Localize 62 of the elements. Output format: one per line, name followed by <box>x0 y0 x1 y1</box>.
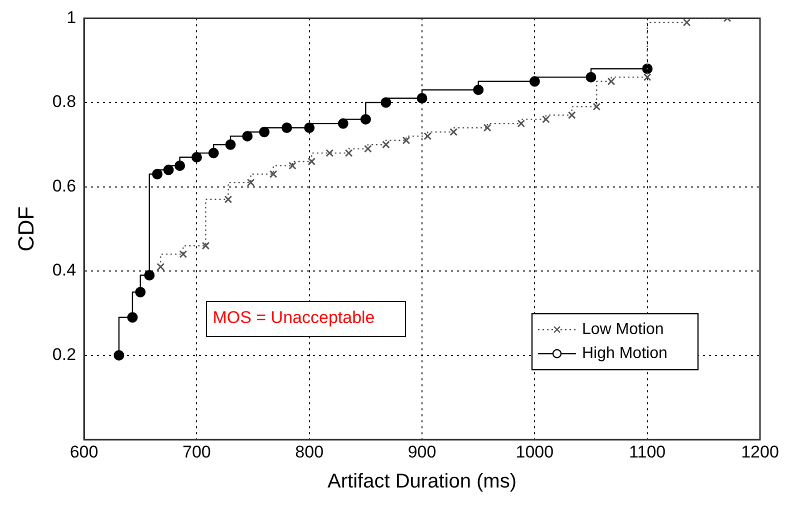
point <box>208 148 219 158</box>
x-tick-label: 800 <box>295 442 324 462</box>
x-tick-label: 1100 <box>629 442 666 462</box>
legend-label: High Motion <box>582 345 668 362</box>
point <box>152 168 163 180</box>
point <box>592 102 601 111</box>
point <box>144 270 155 281</box>
point <box>450 128 458 136</box>
point <box>607 77 616 86</box>
point <box>338 118 348 129</box>
point <box>191 152 202 163</box>
x-tick-label: 900 <box>408 442 436 462</box>
point <box>202 242 210 250</box>
point <box>246 178 255 186</box>
y-tick-label: 1 <box>66 8 76 27</box>
point <box>380 97 392 108</box>
point <box>643 73 652 82</box>
x-tick-label: 1200 <box>741 442 779 462</box>
x-axis-title: Artifact Duration (ms) <box>328 470 516 493</box>
point <box>402 136 410 144</box>
point <box>269 170 278 178</box>
point <box>382 140 390 149</box>
point <box>174 160 186 171</box>
y-tick-label: 0.2 <box>52 345 76 364</box>
point <box>416 93 428 104</box>
point <box>127 312 138 323</box>
point <box>326 149 334 157</box>
annotation: MOS = Unacceptable <box>206 300 406 337</box>
point <box>364 144 372 153</box>
y-tick-label: 0.4 <box>52 260 76 280</box>
point <box>163 164 174 176</box>
point <box>360 114 371 125</box>
point <box>225 139 236 150</box>
point <box>483 124 492 132</box>
point <box>586 72 596 82</box>
legend-label: Low Motion <box>582 321 664 338</box>
point <box>156 262 165 271</box>
point <box>308 158 316 166</box>
point <box>642 64 653 74</box>
point <box>242 130 253 142</box>
point <box>288 162 296 170</box>
x-tick-label: 700 <box>182 442 211 462</box>
point <box>529 76 540 87</box>
point <box>179 250 188 258</box>
point <box>224 195 232 204</box>
point <box>568 111 576 120</box>
point <box>542 115 550 124</box>
point <box>114 350 124 361</box>
point <box>424 132 432 140</box>
y-axis-title: CDF <box>13 206 38 252</box>
point <box>473 84 484 96</box>
x-tick-label: 600 <box>70 442 98 462</box>
point <box>304 122 315 134</box>
point <box>135 286 146 298</box>
x-tick-label: 1000 <box>516 442 554 462</box>
point <box>282 122 292 134</box>
point <box>682 18 691 26</box>
point <box>259 126 270 138</box>
y-tick-label: 0.8 <box>52 92 76 112</box>
point <box>344 149 353 157</box>
y-tick-label: 0.6 <box>52 176 76 196</box>
point <box>517 120 526 128</box>
